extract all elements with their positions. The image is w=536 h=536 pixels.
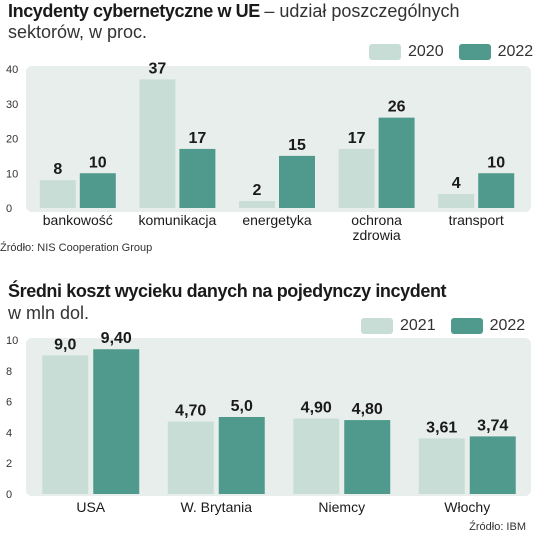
category-label: transport [449, 212, 504, 228]
bar [418, 438, 465, 494]
data-label: 3,61 [426, 419, 457, 436]
bar [378, 117, 415, 208]
chart-1-source: Źródło: NIS Cooperation Group [0, 242, 153, 254]
bar [79, 173, 116, 208]
bar [338, 148, 375, 208]
legend-label-2020: 2020 [408, 43, 444, 60]
data-label: 3,74 [477, 417, 508, 434]
bar [167, 421, 214, 494]
chart-2-plot: 0 2 4 6 8 10 9,0 9,40 USA 4,70 5,0 W. Brytania 4,90 4… [6, 330, 531, 515]
chart-1-legend: 2020 2022 [369, 43, 533, 61]
bar [438, 194, 475, 208]
legend-swatch-2021 [361, 318, 393, 334]
category-label: Włochy [444, 499, 490, 515]
data-label: 10 [487, 154, 505, 171]
category-label: energetyka [242, 212, 311, 228]
data-label: 4,90 [301, 400, 332, 417]
bar [179, 148, 216, 208]
bar [139, 79, 176, 208]
data-label: 2 [253, 182, 262, 199]
data-label: 4,80 [352, 401, 383, 418]
legend-label-2022: 2022 [497, 43, 534, 60]
legend-swatch-2022 [458, 44, 491, 60]
category-label: komunikacja [138, 212, 216, 228]
y-tick-label: 10 [6, 335, 18, 347]
data-label: 8 [53, 161, 62, 178]
chart-1-subtitle-part-2: sektorów, w proc. [8, 22, 148, 42]
data-label: 17 [348, 130, 366, 147]
bar [469, 436, 516, 494]
data-label: 4 [452, 175, 461, 192]
legend-swatch-2022b [450, 318, 483, 334]
chart-2-title: Średni koszt wycieku danych na pojedyncz… [8, 281, 447, 301]
bar [478, 173, 515, 208]
chart-1-title: Incydenty cybernetyczne w UE [8, 1, 260, 21]
data-label: 15 [288, 137, 306, 154]
data-label: 4,70 [175, 403, 206, 420]
data-label: 5,0 [231, 398, 253, 415]
bar [218, 417, 265, 494]
y-tick-label: 0 [6, 203, 12, 215]
y-tick-label: 40 [6, 64, 18, 76]
data-label: 17 [189, 130, 207, 147]
y-tick-label: 10 [6, 168, 18, 180]
category-label: Niemcy [318, 499, 365, 515]
chart-2-plot-background [26, 338, 531, 496]
chart-1: Incydenty cybernetyczne w UE – udział po… [0, 0, 536, 262]
y-tick-label: 30 [6, 99, 18, 111]
chart-1-title-line: Incydenty cybernetyczne w UE – udział po… [8, 1, 459, 22]
y-tick-label: 4 [6, 427, 12, 439]
category-label: ochrona zdrowia [351, 212, 402, 243]
category-label: W. Brytania [180, 499, 252, 515]
category-label: bankowość [43, 212, 113, 228]
data-label: 9,0 [54, 336, 76, 353]
data-label: 26 [388, 99, 406, 116]
data-label: 10 [89, 154, 107, 171]
chart-2-legend: 2021 2022 [361, 317, 525, 335]
data-label: 9,40 [101, 330, 132, 347]
bar [344, 420, 391, 494]
bar [239, 201, 275, 208]
bar [39, 180, 76, 208]
chart-1-subtitle-part-1: – udział poszczególnych [264, 1, 460, 21]
y-tick-label: 2 [6, 458, 12, 470]
chart-2-subtitle: w mln dol. [8, 303, 90, 323]
legend-label-2021: 2021 [400, 317, 436, 334]
bar [279, 155, 315, 208]
legend-label-2022b: 2022 [489, 317, 526, 334]
bar [293, 418, 340, 494]
y-tick-label: 8 [6, 366, 12, 378]
y-tick-label: 6 [6, 397, 12, 409]
bar [93, 349, 140, 494]
y-tick-label: 0 [6, 489, 12, 501]
chart-2-source: Źródło: IBM [469, 521, 526, 533]
y-tick-label: 20 [6, 134, 18, 146]
chart-1-plot: 0 10 20 30 40 8 10 bankowość 37 17 komunikacja 2 15 e… [6, 60, 531, 243]
bar [42, 355, 89, 494]
legend-swatch-2020 [369, 44, 401, 60]
category-label: USA [76, 499, 105, 515]
chart-2: Średni koszt wycieku danych na pojedyncz… [0, 262, 536, 536]
data-label: 37 [149, 60, 167, 77]
